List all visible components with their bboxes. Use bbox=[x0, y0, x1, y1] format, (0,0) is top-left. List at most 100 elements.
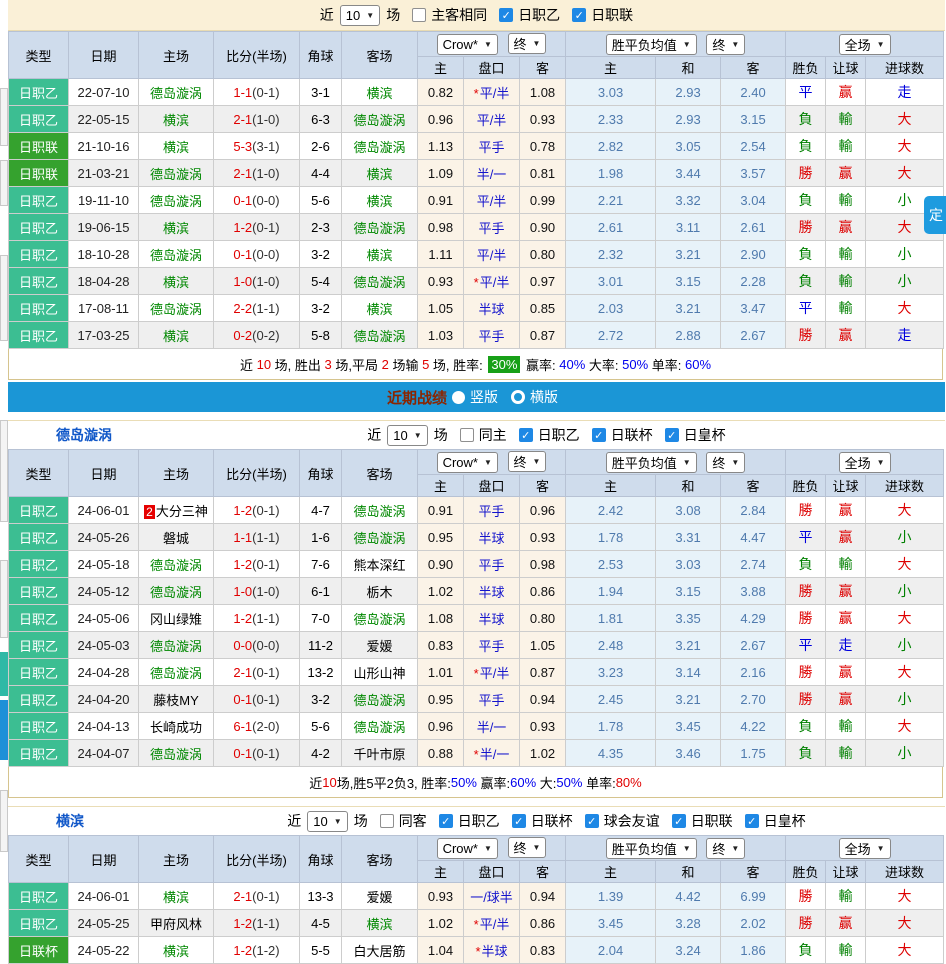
mean-draw-cell: 3.44 bbox=[655, 159, 722, 187]
filter-checkbox-日联杯[interactable]: ✓ bbox=[591, 428, 606, 442]
away-team-link[interactable]: 山形山神 bbox=[353, 665, 406, 681]
home-team-link[interactable]: 大分三神 bbox=[155, 503, 208, 519]
odds-time-value: 终 bbox=[513, 841, 527, 856]
away-team-link[interactable]: 熊本深红 bbox=[353, 557, 406, 573]
away-team-link[interactable]: 德岛漩涡 bbox=[353, 530, 406, 546]
mean-time-select[interactable]: 终 ▼ bbox=[706, 451, 746, 473]
home-team-link[interactable]: 冈山绿雉 bbox=[149, 611, 202, 627]
period-select[interactable]: 全场 ▼ bbox=[838, 451, 891, 473]
mean-type-select[interactable]: 胜平负均值 ▼ bbox=[605, 33, 697, 55]
odds-company-select[interactable]: Crow* ▼ bbox=[436, 34, 498, 55]
tokushima-team-name[interactable]: 德岛漩涡 bbox=[56, 427, 112, 443]
chevron-down-icon: ▼ bbox=[682, 457, 691, 467]
away-team-link[interactable]: 白大居筋 bbox=[353, 943, 406, 959]
away-team-link[interactable]: 德岛漩涡 bbox=[353, 719, 406, 735]
odds-company-select[interactable]: Crow* ▼ bbox=[436, 838, 498, 859]
handicap-result-cell: 輸 bbox=[825, 936, 867, 964]
home-team-link[interactable]: 德岛漩涡 bbox=[149, 247, 202, 263]
home-team-link[interactable]: 横滨 bbox=[162, 328, 189, 344]
away-team-link[interactable]: 横滨 bbox=[366, 916, 393, 932]
home-team-link[interactable]: 横滨 bbox=[162, 139, 189, 155]
summary-part: 3 bbox=[324, 356, 332, 372]
odds-time-select[interactable]: 终 ▼ bbox=[507, 451, 547, 472]
odds-time-select[interactable]: 终 ▼ bbox=[507, 33, 547, 54]
mean-type-select[interactable]: 胜平负均值 ▼ bbox=[605, 451, 697, 473]
mean-home-cell: 4.35 bbox=[565, 739, 657, 767]
corner-cell: 1-6 bbox=[299, 523, 342, 551]
away-team-link[interactable]: 千叶市原 bbox=[353, 746, 406, 762]
away-team-link[interactable]: 横滨 bbox=[366, 85, 393, 101]
goals-result-cell: 大 bbox=[865, 936, 945, 964]
odds-company-select[interactable]: Crow* ▼ bbox=[436, 452, 498, 473]
mean-type-select[interactable]: 胜平负均值 ▼ bbox=[605, 837, 697, 859]
filter-checkbox-日职联[interactable]: ✓ bbox=[671, 814, 686, 828]
filter-checkbox-主客相同[interactable] bbox=[412, 8, 427, 22]
home-team-link[interactable]: 横滨 bbox=[162, 889, 189, 905]
odds-time-select[interactable]: 终 ▼ bbox=[507, 837, 547, 858]
halftime-score: (0-1) bbox=[252, 502, 280, 518]
handicap-result-cell: 走 bbox=[825, 631, 867, 659]
col-header-result: 胜负 bbox=[785, 56, 827, 79]
home-team-link[interactable]: 长崎成功 bbox=[149, 719, 202, 735]
filter-checkbox-同客[interactable] bbox=[379, 814, 394, 828]
away-team-link[interactable]: 横滨 bbox=[366, 247, 393, 263]
home-team-link[interactable]: 横滨 bbox=[162, 112, 189, 128]
away-team-link[interactable]: 德岛漩涡 bbox=[353, 692, 406, 708]
games-count-select[interactable]: 10 ▼ bbox=[339, 4, 381, 26]
mean-time-select[interactable]: 终 ▼ bbox=[706, 837, 746, 859]
away-team-link[interactable]: 德岛漩涡 bbox=[353, 112, 406, 128]
filter-checkbox-球会友谊[interactable]: ✓ bbox=[584, 814, 599, 828]
home-team-link[interactable]: 横滨 bbox=[162, 274, 189, 290]
filter-checkbox-日皇杯[interactable]: ✓ bbox=[744, 814, 759, 828]
away-team-link[interactable]: 横滨 bbox=[366, 166, 393, 182]
home-team-link[interactable]: 德岛漩涡 bbox=[149, 665, 202, 681]
home-team-link[interactable]: 甲府风林 bbox=[149, 916, 202, 932]
away-team-link[interactable]: 德岛漩涡 bbox=[353, 328, 406, 344]
filter-checkbox-日职乙[interactable]: ✓ bbox=[438, 814, 453, 828]
away-team-link[interactable]: 德岛漩涡 bbox=[353, 611, 406, 627]
away-team-link[interactable]: 横滨 bbox=[366, 193, 393, 209]
summary-part: 50% bbox=[450, 774, 477, 790]
games-count-select[interactable]: 10 ▼ bbox=[387, 424, 428, 446]
vertical-layout-radio[interactable] bbox=[452, 390, 465, 404]
away-team-link[interactable]: 德岛漩涡 bbox=[353, 274, 406, 290]
yokohama-team-name[interactable]: 横滨 bbox=[56, 813, 84, 829]
period-select[interactable]: 全场 ▼ bbox=[838, 33, 891, 55]
games-count-select[interactable]: 10 ▼ bbox=[307, 810, 348, 832]
home-team-link[interactable]: 横滨 bbox=[162, 220, 189, 236]
away-team-link[interactable]: 德岛漩涡 bbox=[353, 139, 406, 155]
filter-checkbox-日皇杯[interactable]: ✓ bbox=[664, 428, 679, 442]
filter-checkbox-日联杯[interactable]: ✓ bbox=[511, 814, 526, 828]
home-team-link[interactable]: 德岛漩涡 bbox=[149, 301, 202, 317]
away-team-cell: 德岛漩涡 bbox=[341, 523, 418, 551]
filter-checkbox-同主[interactable] bbox=[459, 428, 474, 442]
period-select[interactable]: 全场 ▼ bbox=[838, 837, 891, 859]
home-team-link[interactable]: 德岛漩涡 bbox=[149, 193, 202, 209]
home-team-link[interactable]: 德岛漩涡 bbox=[149, 85, 202, 101]
away-team-link[interactable]: 爱媛 bbox=[366, 889, 393, 905]
home-team-link[interactable]: 磐城 bbox=[162, 530, 189, 546]
handicap-result-cell: 赢 bbox=[825, 604, 867, 632]
filter-checkbox-日职乙[interactable]: ✓ bbox=[518, 428, 533, 442]
side-drawer-tab[interactable]: 定 bbox=[924, 196, 946, 234]
score-cell: 1-1(1-1) bbox=[213, 523, 300, 551]
away-team-link[interactable]: 横滨 bbox=[366, 301, 393, 317]
mean-time-select[interactable]: 终 ▼ bbox=[706, 33, 746, 55]
home-team-link[interactable]: 德岛漩涡 bbox=[149, 746, 202, 762]
home-team-link[interactable]: 藤枝MY bbox=[153, 692, 199, 708]
away-team-link[interactable]: 栃木 bbox=[366, 584, 393, 600]
away-team-link[interactable]: 爱媛 bbox=[366, 638, 393, 654]
home-team-link[interactable]: 德岛漩涡 bbox=[149, 166, 202, 182]
away-team-link[interactable]: 德岛漩涡 bbox=[353, 220, 406, 236]
match-row: 日职乙 17-03-25 横滨 0-2(0-2) 5-8 德岛漩涡 1.03 平手 0.87 2.… bbox=[8, 321, 945, 349]
handicap-value: 平手 bbox=[478, 139, 505, 155]
away-team-link[interactable]: 德岛漩涡 bbox=[353, 503, 406, 519]
horizontal-layout-radio[interactable] bbox=[511, 390, 525, 404]
filter-checkbox-日职联[interactable]: ✓ bbox=[572, 8, 587, 22]
home-team-link[interactable]: 德岛漩涡 bbox=[149, 638, 202, 654]
home-team-link[interactable]: 德岛漩涡 bbox=[149, 557, 202, 573]
home-team-link[interactable]: 德岛漩涡 bbox=[149, 584, 202, 600]
col-header-odds-home: 主 bbox=[417, 860, 464, 883]
home-team-link[interactable]: 横滨 bbox=[162, 943, 189, 959]
filter-checkbox-日职乙[interactable]: ✓ bbox=[499, 8, 514, 22]
